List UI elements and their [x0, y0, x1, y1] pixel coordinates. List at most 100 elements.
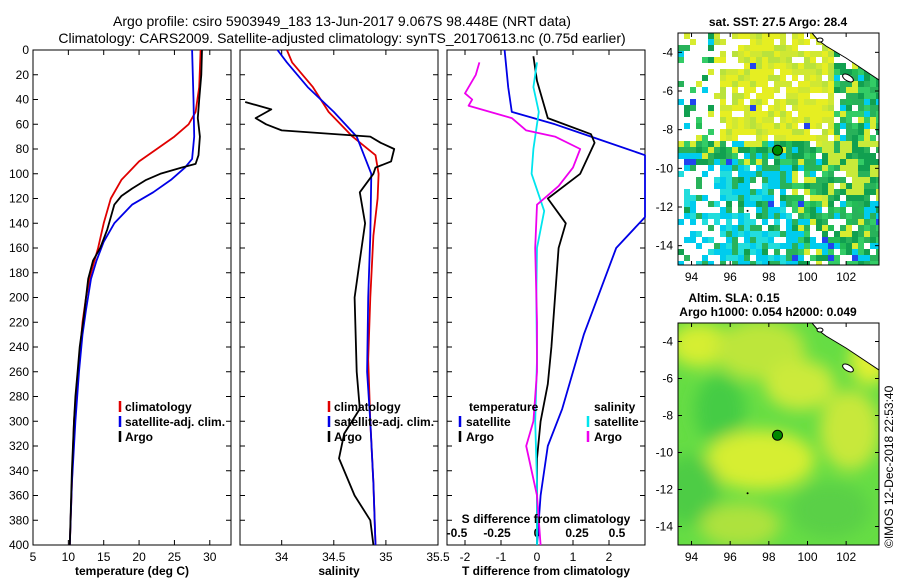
island-dot: [746, 492, 749, 495]
sst-cell: [786, 225, 792, 231]
sst-cell: [828, 51, 834, 57]
sst-cell: [774, 231, 780, 237]
sst-cell: [876, 225, 879, 231]
sst-cell: [870, 105, 876, 111]
sst-cell: [750, 237, 756, 243]
sst-cell: [774, 219, 780, 225]
sst-cell: [726, 147, 732, 153]
sst-cell: [768, 177, 774, 183]
sst-cell: [864, 135, 870, 141]
sst-cell: [870, 141, 876, 147]
secondary-x-tick-label: 0.25: [565, 526, 589, 540]
sst-cell: [768, 153, 774, 159]
sst-cell: [822, 177, 828, 183]
sst-cell: [852, 69, 858, 75]
sst-cell: [858, 147, 864, 153]
sst-cell: [876, 141, 879, 147]
sst-cell: [834, 75, 840, 81]
sst-cell: [768, 261, 774, 265]
sst-cell: [732, 117, 738, 123]
sst-cell: [732, 237, 738, 243]
sst-cell: [684, 189, 690, 195]
sst-cell: [810, 243, 816, 249]
sst-cell: [798, 33, 804, 39]
sst-cell: [846, 153, 852, 159]
sst-cell: [792, 129, 798, 135]
figure-title-line2: Climatology: CARS2009. Satellite-adjuste…: [58, 30, 625, 46]
sst-cell: [768, 39, 774, 45]
sst-cell: [762, 189, 768, 195]
sst-cell: [804, 207, 810, 213]
sst-cell: [864, 207, 870, 213]
sst-cell: [720, 51, 726, 57]
sst-cell: [774, 123, 780, 129]
sst-cell: [774, 99, 780, 105]
sst-cell: [732, 255, 738, 261]
sst-cell: [732, 105, 738, 111]
sst-cell: [858, 201, 864, 207]
sst-cell: [816, 243, 822, 249]
sst-cell: [768, 69, 774, 75]
sst-cell: [822, 201, 828, 207]
sst-cell: [840, 189, 846, 195]
sst-cell: [786, 201, 792, 207]
sst-cell: [714, 213, 720, 219]
sst-cell: [684, 33, 690, 39]
sst-cell: [876, 99, 879, 105]
sst-cell: [864, 147, 870, 153]
sst-cell: [762, 117, 768, 123]
sst-cell: [774, 255, 780, 261]
sst-cell: [786, 69, 792, 75]
map-y-tick-label: -10: [656, 446, 674, 460]
sst-cell: [780, 45, 786, 51]
map-y-tick-label: -12: [656, 483, 674, 497]
sst-cell: [720, 261, 726, 265]
sst-cell: [684, 159, 690, 165]
sst-cell: [768, 93, 774, 99]
sst-cell: [756, 147, 762, 153]
sst-cell: [828, 93, 834, 99]
sst-cell: [738, 213, 744, 219]
argo-position-marker: [771, 144, 783, 156]
sst-cell: [702, 75, 708, 81]
sst-cell: [762, 45, 768, 51]
legend-label-satellite: satellite-adj. clim.: [125, 415, 225, 429]
sst-cell: [720, 81, 726, 87]
y-tick-label: 0: [22, 43, 29, 57]
sst-cell: [708, 261, 714, 265]
sst-cell: [774, 261, 780, 265]
sst-cell: [768, 33, 774, 39]
sst-cell: [876, 195, 879, 201]
sst-cell: [744, 87, 750, 93]
sst-cell: [702, 261, 708, 265]
sst-cell: [768, 105, 774, 111]
sst-cell: [726, 105, 732, 111]
sst-cell: [840, 87, 846, 93]
sst-cell: [822, 63, 828, 69]
sst-map-coastline: [811, 33, 879, 83]
sst-cell: [708, 105, 714, 111]
sst-cell: [780, 51, 786, 57]
sst-cell: [708, 153, 714, 159]
sst-cell: [858, 117, 864, 123]
sst-cell: [684, 105, 690, 111]
sst-cell: [744, 69, 750, 75]
panel-salinity: 34 34.5 35 35.5 salinity: [239, 49, 450, 578]
sst-cell: [876, 93, 879, 99]
sst-cell: [816, 135, 822, 141]
sst-cell: [810, 207, 816, 213]
sst-cell: [768, 57, 774, 63]
y-tick-label: 380: [9, 513, 29, 527]
sst-cell: [792, 249, 798, 255]
sst-cell: [732, 225, 738, 231]
sst-cell: [828, 105, 834, 111]
sst-cell: [702, 57, 708, 63]
sst-cell: [786, 219, 792, 225]
sst-cell: [804, 225, 810, 231]
map-y-tick-label: -6: [662, 372, 673, 386]
sst-cell: [786, 123, 792, 129]
sst-cell: [750, 231, 756, 237]
sst-cell: [864, 153, 870, 159]
sst-cell: [684, 165, 690, 171]
sst-cell: [786, 255, 792, 261]
